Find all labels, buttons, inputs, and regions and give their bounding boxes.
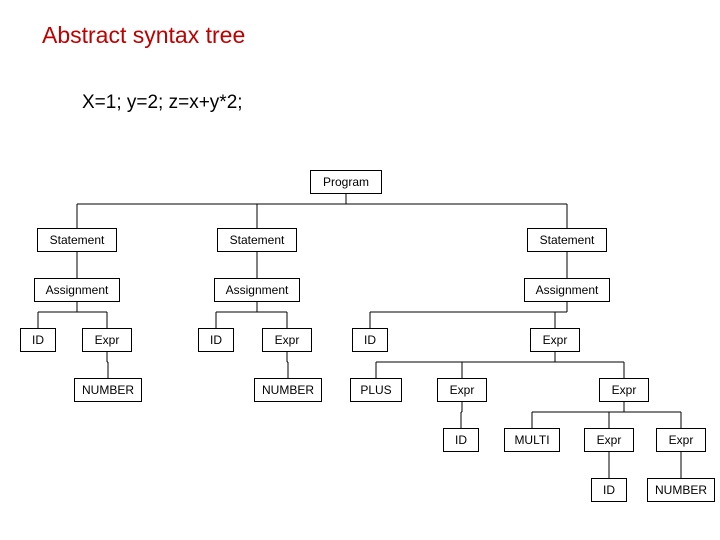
node-expr1: Expr — [82, 328, 132, 352]
node-assign1: Assignment — [34, 278, 120, 302]
node-assign2: Assignment — [214, 278, 300, 302]
node-expr6: Expr — [584, 428, 634, 452]
node-num1: NUMBER — [74, 378, 142, 402]
node-stmt3: Statement — [527, 228, 607, 252]
source-expression: X=1; y=2; z=x+y*2; — [82, 92, 243, 114]
node-plus: PLUS — [350, 378, 402, 402]
node-program: Program — [310, 170, 382, 194]
node-expr7: Expr — [656, 428, 706, 452]
node-id4: ID — [443, 428, 479, 452]
diagram-title: Abstract syntax tree — [42, 22, 245, 49]
node-id5: ID — [591, 478, 627, 502]
node-assign3: Assignment — [524, 278, 610, 302]
node-multi: MULTI — [504, 428, 560, 452]
node-expr3: Expr — [530, 328, 580, 352]
node-num2: NUMBER — [254, 378, 322, 402]
node-stmt2: Statement — [217, 228, 297, 252]
node-expr5: Expr — [599, 378, 649, 402]
node-num3: NUMBER — [647, 478, 715, 502]
node-id1: ID — [20, 328, 56, 352]
node-stmt1: Statement — [37, 228, 117, 252]
edge-layer — [0, 0, 720, 540]
node-id2: ID — [198, 328, 234, 352]
node-id3: ID — [352, 328, 388, 352]
node-expr4: Expr — [437, 378, 487, 402]
node-expr2: Expr — [262, 328, 312, 352]
